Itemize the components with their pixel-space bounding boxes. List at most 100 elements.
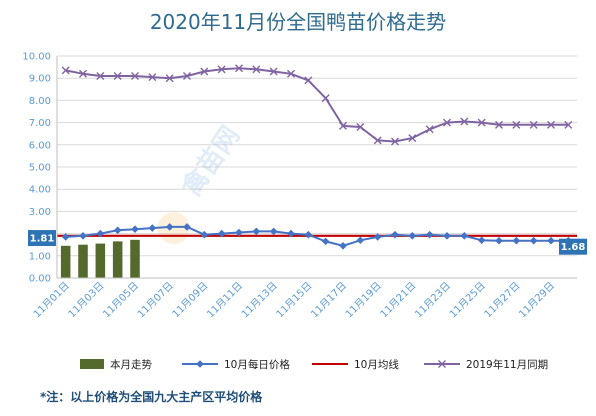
- prev-year-point: [391, 137, 399, 146]
- daily-point: [512, 236, 521, 245]
- prev-year-point: [200, 67, 209, 76]
- daily-point: [391, 230, 399, 239]
- prev-year-point: [460, 117, 469, 126]
- daily-point: [165, 223, 174, 231]
- callout-value: 1.81: [30, 234, 55, 245]
- y-tick-label: 1.00: [29, 251, 51, 262]
- x-tick-label: 11月27日: [482, 280, 523, 321]
- daily-point: [252, 227, 261, 236]
- callout-left: 1.81: [28, 230, 56, 247]
- daily-point: [217, 229, 226, 238]
- y-tick-label: 6.00: [29, 140, 51, 151]
- prev-year-point: [408, 134, 417, 143]
- x-tick-label: 11月23日: [412, 280, 453, 321]
- prev-year-point: [96, 71, 105, 80]
- daily-point: [200, 230, 209, 239]
- x-tick-label: 11月13日: [239, 280, 280, 321]
- daily-point: [61, 233, 70, 241]
- daily-point: [235, 228, 243, 237]
- x-tick-label: 11月15日: [274, 280, 315, 321]
- x-tick-label: 11月21日: [378, 280, 419, 321]
- bar: [112, 241, 123, 278]
- legend-swatch: [80, 359, 104, 369]
- daily-point: [96, 229, 105, 238]
- legend-item: 本月走势: [80, 358, 152, 371]
- legend: 本月走势 10月每日价格 10月均线 2019年11月同期: [80, 358, 548, 371]
- callout-right: 1.68: [559, 238, 587, 255]
- x-tick-label: 11月09日: [170, 280, 211, 321]
- prev-year-point: [148, 73, 157, 82]
- callouts: 1.81 1.68: [28, 230, 587, 255]
- callout-box: [28, 230, 56, 247]
- y-tick-label: 4.00: [29, 185, 51, 196]
- prev-year-point: [356, 123, 365, 132]
- prev-year-point: [529, 120, 538, 129]
- footnote: *注：以上价格为全国九大主产区平均价格: [40, 390, 263, 404]
- y-tick-label: 10.00: [22, 52, 51, 63]
- daily-point: [113, 226, 122, 235]
- legend-item: 10月均线: [312, 358, 399, 371]
- daily-point: [321, 237, 330, 246]
- prev-year-point: [79, 69, 87, 78]
- x-tick-label: 11月03日: [66, 280, 107, 321]
- line-series: [57, 64, 577, 250]
- x-tick-label: 11月25日: [447, 280, 488, 321]
- y-tick-label: 8.00: [29, 96, 51, 107]
- y-tick-label: 3.00: [29, 207, 51, 218]
- prev-year-point: [321, 94, 330, 103]
- daily-point: [304, 230, 313, 239]
- daily-point: [356, 236, 365, 245]
- prev-year-line: [65, 67, 569, 143]
- legend-label: 10月均线: [354, 358, 399, 371]
- legend-item: 2019年11月同期: [424, 358, 548, 371]
- prev-year-point: [235, 64, 243, 73]
- prev-year-point: [304, 76, 313, 85]
- prev-year-point: [425, 125, 434, 134]
- prev-year-point: [252, 65, 261, 74]
- bar-series: [60, 239, 140, 278]
- prev-year-point: [373, 136, 382, 145]
- prev-year-point: [131, 71, 139, 80]
- x-tick-label: 11月05日: [100, 280, 141, 321]
- prev-year-point: [113, 71, 122, 80]
- prev-year-point: [217, 65, 226, 74]
- daily-point: [148, 224, 157, 232]
- grid: [57, 55, 577, 279]
- daily-point: [425, 230, 434, 239]
- x-tick-label: 11月19日: [343, 280, 384, 321]
- bar: [78, 244, 88, 278]
- prev-year-point: [495, 120, 503, 129]
- daily-point: [408, 232, 417, 240]
- daily-point: [477, 236, 486, 245]
- prev-year-point: [165, 74, 174, 83]
- prev-year-point: [547, 120, 555, 129]
- prev-year-point: [61, 66, 70, 75]
- y-tick-label: 0.00: [29, 274, 51, 285]
- prev-year-point: [339, 121, 347, 130]
- daily-point: [339, 242, 347, 250]
- daily-point: [131, 225, 139, 233]
- daily-point: [529, 236, 538, 245]
- bar: [60, 245, 71, 278]
- callout-box: [559, 238, 587, 255]
- prev-year-point: [287, 69, 295, 78]
- daily-point: [287, 229, 295, 238]
- legend-marker: [438, 360, 446, 368]
- daily-point: [547, 236, 555, 245]
- daily-point: [183, 223, 191, 231]
- legend-marker: [196, 360, 204, 368]
- legend-label: 10月每日价格: [224, 358, 290, 371]
- prev-year-point: [269, 67, 278, 76]
- axes: 0.001.002.003.004.005.006.007.008.009.00…: [22, 52, 577, 321]
- daily-point: [460, 232, 469, 240]
- x-tick-label: 11月11日: [204, 280, 245, 321]
- daily-point: [79, 232, 87, 240]
- daily-point: [495, 236, 503, 245]
- x-tick-label: 11月07日: [135, 280, 176, 321]
- x-tick-label: 11月17日: [308, 280, 349, 321]
- prev-year-point: [183, 71, 191, 80]
- y-tick-label: 9.00: [29, 74, 51, 85]
- watermark-text: 禽苗网: [175, 120, 246, 203]
- y-tick-label: 5.00: [29, 163, 51, 174]
